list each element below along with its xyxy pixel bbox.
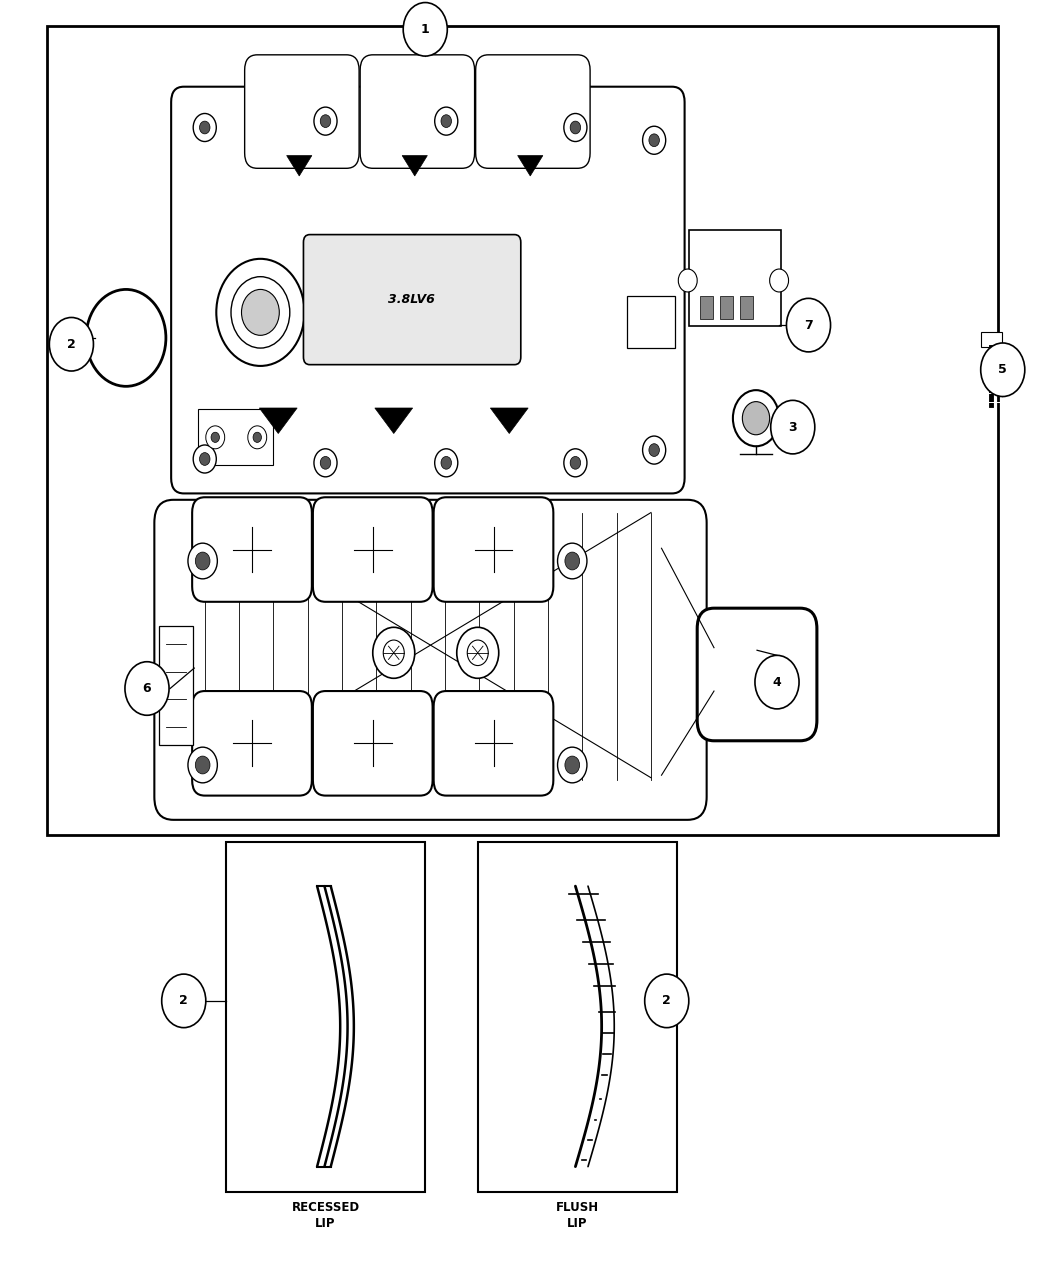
- Circle shape: [188, 543, 217, 579]
- Circle shape: [981, 343, 1025, 397]
- Text: 1: 1: [421, 23, 429, 36]
- Circle shape: [649, 444, 659, 456]
- Text: FLUSH
LIP: FLUSH LIP: [555, 1201, 600, 1230]
- Bar: [478, 842, 677, 1192]
- Text: 4: 4: [773, 676, 781, 688]
- Circle shape: [467, 640, 488, 666]
- FancyBboxPatch shape: [697, 608, 817, 741]
- Circle shape: [441, 115, 452, 128]
- Circle shape: [86, 289, 166, 386]
- FancyBboxPatch shape: [360, 55, 475, 168]
- Bar: [226, 842, 425, 1192]
- FancyBboxPatch shape: [198, 409, 273, 465]
- Text: 2: 2: [67, 338, 76, 351]
- Circle shape: [193, 113, 216, 142]
- Circle shape: [200, 121, 210, 134]
- Circle shape: [320, 456, 331, 469]
- Circle shape: [649, 134, 659, 147]
- Circle shape: [195, 552, 210, 570]
- Circle shape: [558, 747, 587, 783]
- Circle shape: [314, 107, 337, 135]
- Circle shape: [320, 115, 331, 128]
- Circle shape: [188, 747, 217, 783]
- Circle shape: [216, 259, 304, 366]
- Circle shape: [570, 121, 581, 134]
- Circle shape: [564, 449, 587, 477]
- Text: 6: 6: [143, 682, 151, 695]
- Polygon shape: [259, 408, 297, 434]
- Circle shape: [162, 974, 206, 1028]
- Circle shape: [373, 627, 415, 678]
- Circle shape: [564, 113, 587, 142]
- Circle shape: [643, 126, 666, 154]
- Circle shape: [403, 3, 447, 56]
- Circle shape: [441, 456, 452, 469]
- Circle shape: [770, 269, 789, 292]
- FancyBboxPatch shape: [476, 55, 590, 168]
- Text: 7: 7: [804, 319, 813, 332]
- FancyBboxPatch shape: [171, 87, 685, 493]
- FancyBboxPatch shape: [245, 55, 359, 168]
- Circle shape: [643, 436, 666, 464]
- Polygon shape: [287, 156, 312, 176]
- Circle shape: [49, 317, 93, 371]
- Circle shape: [435, 107, 458, 135]
- Circle shape: [755, 655, 799, 709]
- Polygon shape: [375, 408, 413, 434]
- Circle shape: [742, 402, 770, 435]
- FancyBboxPatch shape: [192, 691, 312, 796]
- Circle shape: [211, 432, 219, 442]
- FancyBboxPatch shape: [627, 296, 675, 348]
- Circle shape: [231, 277, 290, 348]
- FancyBboxPatch shape: [434, 497, 553, 602]
- Bar: [700, 296, 713, 319]
- Text: 2: 2: [663, 994, 671, 1007]
- Circle shape: [193, 445, 216, 473]
- Bar: [740, 296, 753, 319]
- Bar: [981, 332, 1002, 347]
- FancyBboxPatch shape: [313, 497, 433, 602]
- Circle shape: [771, 400, 815, 454]
- Circle shape: [125, 662, 169, 715]
- Text: 3: 3: [789, 421, 797, 434]
- FancyBboxPatch shape: [303, 235, 521, 365]
- Circle shape: [435, 449, 458, 477]
- Circle shape: [200, 453, 210, 465]
- Text: 5: 5: [999, 363, 1007, 376]
- Circle shape: [248, 426, 267, 449]
- Polygon shape: [402, 156, 427, 176]
- Circle shape: [314, 449, 337, 477]
- Text: RECESSED
LIP: RECESSED LIP: [292, 1201, 359, 1230]
- Text: 2: 2: [180, 994, 188, 1007]
- Circle shape: [645, 974, 689, 1028]
- FancyBboxPatch shape: [159, 626, 193, 745]
- FancyBboxPatch shape: [154, 500, 707, 820]
- FancyBboxPatch shape: [192, 497, 312, 602]
- Circle shape: [457, 627, 499, 678]
- FancyBboxPatch shape: [434, 691, 553, 796]
- Bar: [720, 296, 733, 319]
- Bar: [47, 26, 997, 835]
- Circle shape: [733, 390, 779, 446]
- Circle shape: [206, 426, 225, 449]
- Circle shape: [383, 640, 404, 666]
- FancyBboxPatch shape: [689, 230, 781, 326]
- Circle shape: [786, 298, 831, 352]
- Circle shape: [678, 269, 697, 292]
- FancyBboxPatch shape: [313, 691, 433, 796]
- Circle shape: [253, 432, 261, 442]
- Circle shape: [565, 756, 580, 774]
- Text: 3.8LV6: 3.8LV6: [388, 293, 435, 306]
- Circle shape: [558, 543, 587, 579]
- Circle shape: [195, 756, 210, 774]
- Circle shape: [242, 289, 279, 335]
- Polygon shape: [490, 408, 528, 434]
- Circle shape: [565, 552, 580, 570]
- Polygon shape: [518, 156, 543, 176]
- Circle shape: [570, 456, 581, 469]
